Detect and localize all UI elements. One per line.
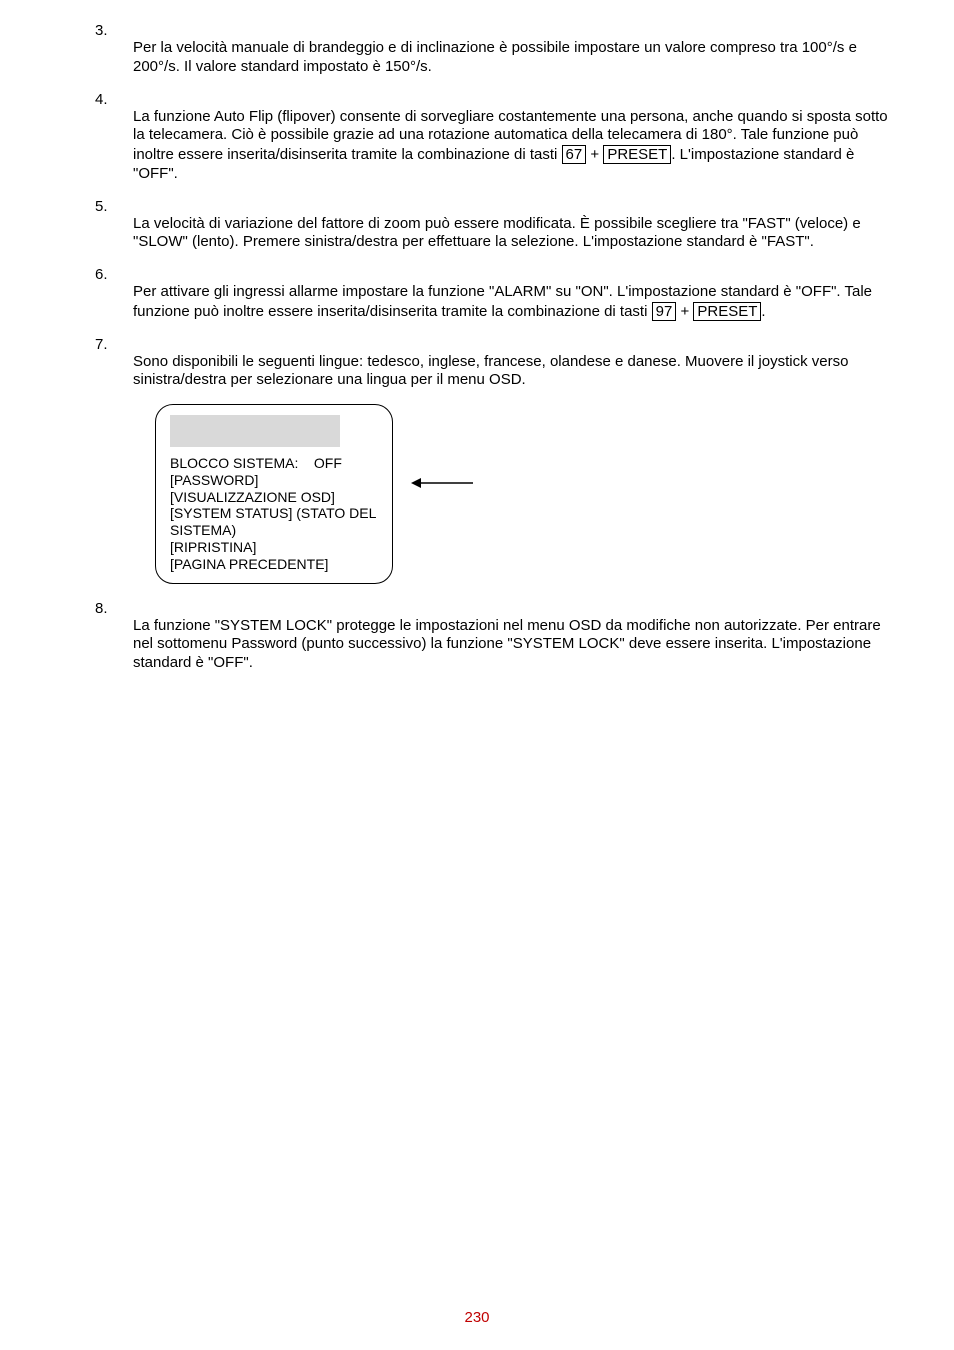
osd-title-highlight [170, 415, 340, 447]
page-content: 3. Per la velocità manuale di brandeggio… [0, 0, 954, 673]
osd-line: BLOCCO SISTEMA: OFF [170, 455, 378, 472]
keycap-67: 67 [562, 145, 587, 164]
osd-line: [PASSWORD] [170, 472, 378, 489]
list-number: 8. [95, 600, 894, 617]
list-body: Per attivare gli ingressi allarme impost… [133, 283, 894, 322]
osd-screen-box: BLOCCO SISTEMA: OFF [PASSWORD] [VISUALIZ… [155, 404, 393, 584]
list-body: Per la velocità manuale di brandeggio e … [133, 39, 894, 77]
keycap-preset: PRESET [603, 145, 671, 164]
osd-line: [PAGINA PRECEDENTE] [170, 556, 378, 573]
list-number: 3. [95, 22, 894, 39]
osd-diagram: BLOCCO SISTEMA: OFF [PASSWORD] [VISUALIZ… [155, 404, 894, 584]
list-body: Sono disponibili le seguenti lingue: ted… [133, 353, 894, 391]
list-item-7: 7. Sono disponibili le seguenti lingue: … [95, 336, 894, 391]
list-body: La velocità di variazione del fattore di… [133, 215, 894, 253]
list-body: La funzione "SYSTEM LOCK" protegge le im… [133, 617, 894, 673]
list-body: La funzione Auto Flip (flipover) consent… [133, 108, 894, 184]
list-number: 5. [95, 198, 894, 215]
page-number: 230 [0, 1309, 954, 1326]
arrow-left-icon [405, 475, 475, 491]
text-post: . [761, 303, 765, 320]
osd-menu-text: BLOCCO SISTEMA: OFF [PASSWORD] [VISUALIZ… [170, 455, 378, 573]
osd-system-lock-label: BLOCCO SISTEMA: [170, 455, 298, 471]
osd-line: [SYSTEM STATUS] (STATO DEL SISTEMA) [170, 505, 378, 539]
text-plus: + [676, 303, 693, 320]
list-number: 6. [95, 266, 894, 283]
list-number: 4. [95, 91, 894, 108]
list-item-3: 3. Per la velocità manuale di brandeggio… [95, 22, 894, 77]
osd-line: [RIPRISTINA] [170, 539, 378, 556]
list-number: 7. [95, 336, 894, 353]
list-item-5: 5. La velocità di variazione del fattore… [95, 198, 894, 253]
list-item-6: 6. Per attivare gli ingressi allarme imp… [95, 266, 894, 322]
list-item-4: 4. La funzione Auto Flip (flipover) cons… [95, 91, 894, 184]
keycap-97: 97 [652, 302, 677, 321]
osd-line: [VISUALIZZAZIONE OSD] [170, 489, 378, 506]
keycap-preset: PRESET [693, 302, 761, 321]
arrow-indicator [405, 475, 475, 491]
list-item-8: 8. La funzione "SYSTEM LOCK" protegge le… [95, 600, 894, 673]
osd-system-lock-value: OFF [314, 455, 342, 471]
text-plus: + [586, 146, 603, 163]
